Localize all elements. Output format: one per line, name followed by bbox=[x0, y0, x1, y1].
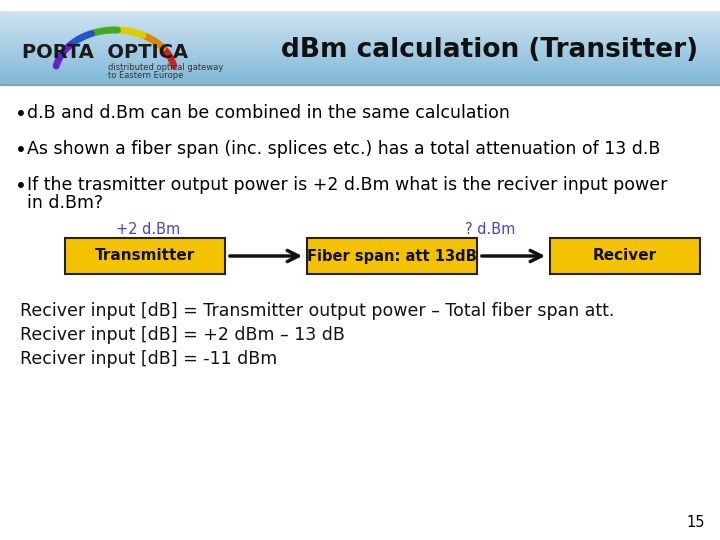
Bar bbox=[0, 60, 720, 61]
Bar bbox=[0, 56, 720, 57]
Bar bbox=[0, 32, 720, 33]
Bar bbox=[0, 64, 720, 65]
Text: distributed optical gateway: distributed optical gateway bbox=[108, 63, 223, 71]
Bar bbox=[0, 78, 720, 79]
Bar bbox=[0, 68, 720, 69]
Text: •: • bbox=[15, 105, 27, 124]
Bar bbox=[0, 81, 720, 83]
Bar bbox=[0, 51, 720, 52]
Text: ? d.Bm: ? d.Bm bbox=[465, 222, 516, 237]
Bar bbox=[0, 59, 720, 60]
Text: Transmitter: Transmitter bbox=[95, 248, 195, 264]
Bar bbox=[0, 83, 720, 84]
Bar bbox=[0, 23, 720, 24]
Text: •: • bbox=[15, 177, 27, 196]
Text: Reciver input [dB] = -11 dBm: Reciver input [dB] = -11 dBm bbox=[20, 350, 277, 368]
Text: d.B and d.Bm can be combined in the same calculation: d.B and d.Bm can be combined in the same… bbox=[27, 104, 510, 122]
Bar bbox=[0, 41, 720, 43]
Bar bbox=[0, 15, 720, 16]
Text: •: • bbox=[15, 141, 27, 160]
Text: PORTA  OPTICA: PORTA OPTICA bbox=[22, 43, 188, 62]
Bar bbox=[0, 63, 720, 64]
FancyBboxPatch shape bbox=[550, 238, 700, 274]
Text: If the trasmitter output power is +2 d.Bm what is the reciver input power: If the trasmitter output power is +2 d.B… bbox=[27, 176, 667, 194]
Text: Reciver: Reciver bbox=[593, 248, 657, 264]
Bar bbox=[0, 17, 720, 19]
Bar bbox=[0, 28, 720, 29]
Bar bbox=[0, 26, 720, 28]
Bar bbox=[0, 29, 720, 30]
Text: As shown a fiber span (inc. splices etc.) has a total attenuation of 13 d.B: As shown a fiber span (inc. splices etc.… bbox=[27, 140, 660, 158]
Bar bbox=[0, 80, 720, 81]
Text: Reciver input [dB] = +2 dBm – 13 dB: Reciver input [dB] = +2 dBm – 13 dB bbox=[20, 326, 345, 344]
Bar bbox=[0, 75, 720, 76]
Bar bbox=[0, 46, 720, 48]
Bar bbox=[0, 0, 720, 10]
Bar bbox=[0, 71, 720, 72]
Bar bbox=[0, 19, 720, 20]
Bar bbox=[0, 20, 720, 21]
Text: in d.Bm?: in d.Bm? bbox=[27, 194, 103, 212]
Bar bbox=[0, 55, 720, 56]
Bar bbox=[0, 43, 720, 44]
Bar bbox=[0, 14, 720, 15]
Bar bbox=[0, 44, 720, 45]
Bar bbox=[0, 72, 720, 74]
Bar bbox=[0, 31, 720, 32]
Bar bbox=[0, 39, 720, 40]
Bar bbox=[0, 35, 720, 36]
Bar bbox=[0, 49, 720, 50]
Bar bbox=[0, 12, 720, 14]
Bar bbox=[0, 30, 720, 31]
Bar bbox=[0, 25, 720, 26]
Bar bbox=[0, 69, 720, 70]
Bar bbox=[0, 84, 720, 85]
Bar bbox=[0, 70, 720, 71]
Bar bbox=[0, 48, 720, 49]
Bar bbox=[0, 52, 720, 54]
Bar bbox=[0, 40, 720, 41]
Bar bbox=[0, 10, 720, 11]
FancyBboxPatch shape bbox=[307, 238, 477, 274]
Bar bbox=[0, 33, 720, 35]
Bar bbox=[0, 37, 720, 39]
Bar bbox=[0, 45, 720, 46]
Bar bbox=[0, 21, 720, 23]
Text: 15: 15 bbox=[686, 515, 705, 530]
Bar bbox=[0, 50, 720, 51]
Bar bbox=[0, 11, 720, 12]
Bar bbox=[0, 24, 720, 25]
Bar bbox=[0, 61, 720, 63]
Bar bbox=[0, 74, 720, 75]
Bar bbox=[0, 54, 720, 55]
Bar bbox=[0, 79, 720, 80]
Bar bbox=[0, 16, 720, 17]
FancyBboxPatch shape bbox=[65, 238, 225, 274]
Text: to Eastern Europe: to Eastern Europe bbox=[108, 71, 184, 80]
Bar bbox=[0, 76, 720, 78]
Text: Fiber span: att 13dB: Fiber span: att 13dB bbox=[307, 248, 477, 264]
Text: +2 d.Bm: +2 d.Bm bbox=[116, 222, 180, 237]
Bar bbox=[0, 36, 720, 37]
Bar bbox=[0, 65, 720, 66]
Text: Reciver input [dB] = Transmitter output power – Total fiber span att.: Reciver input [dB] = Transmitter output … bbox=[20, 302, 614, 320]
Text: dBm calculation (Transitter): dBm calculation (Transitter) bbox=[282, 37, 698, 63]
Bar bbox=[0, 57, 720, 59]
Bar bbox=[0, 66, 720, 68]
